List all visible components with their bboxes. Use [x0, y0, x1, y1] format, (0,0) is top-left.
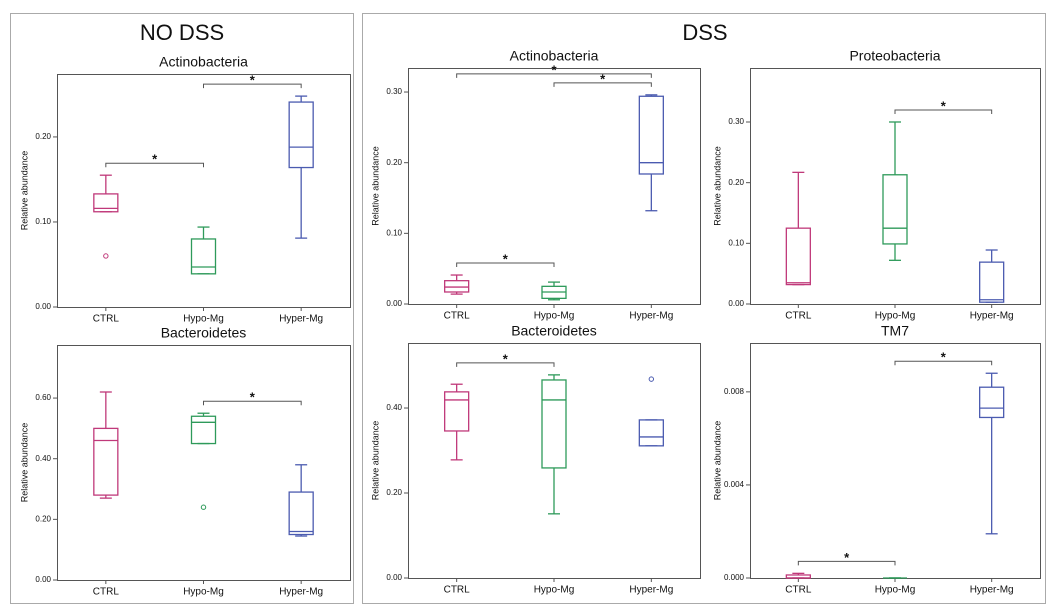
plot-frame	[750, 68, 1041, 305]
box	[444, 391, 470, 432]
box	[638, 419, 664, 447]
x-tick-label: CTRL	[93, 587, 120, 598]
y-tick-label: 0.000	[724, 573, 745, 582]
y-tick-label: 0.00	[35, 302, 51, 311]
plot-frame	[57, 345, 351, 581]
chart-title: TM7	[881, 323, 909, 339]
box	[190, 415, 217, 445]
x-tick-label: Hypo-Mg	[534, 585, 575, 596]
significance-bracket	[105, 162, 204, 168]
significance-label: *	[551, 62, 557, 77]
y-axis-label: Relative abundance	[370, 421, 380, 501]
significance-bracket	[894, 109, 993, 114]
significance-label: *	[941, 98, 947, 113]
panel-title: NO DSS	[140, 20, 224, 45]
significance-bracket	[203, 83, 302, 89]
x-tick-label: Hypo-Mg	[183, 314, 224, 325]
x-tick-label: Hyper-Mg	[970, 311, 1014, 322]
box	[288, 491, 314, 536]
x-tick-label: Hypo-Mg	[183, 587, 224, 598]
box	[638, 95, 664, 175]
y-axis-label: Relative abundance	[712, 146, 722, 226]
chart-title: Actinobacteria	[510, 48, 599, 64]
y-tick-label: 0.00	[35, 575, 51, 584]
significance-label: *	[941, 350, 947, 365]
significance-bracket	[456, 73, 652, 78]
y-tick-label: 0.00	[386, 573, 402, 582]
chart-title: Actinobacteria	[159, 54, 248, 70]
y-axis-label: Relative abundance	[712, 421, 722, 501]
significance-bracket	[456, 362, 555, 367]
box	[785, 227, 811, 286]
chart-title: Bacteroidetes	[161, 325, 247, 341]
y-tick-label: 0.30	[386, 87, 402, 96]
y-tick-label: 0.004	[724, 480, 745, 489]
box	[288, 101, 314, 169]
y-tick-label: 0.40	[35, 454, 51, 463]
y-tick-label: 0.20	[35, 514, 51, 523]
box	[93, 193, 119, 213]
significance-label: *	[503, 351, 509, 366]
significance-bracket	[456, 262, 555, 268]
x-tick-label: Hypo-Mg	[875, 585, 916, 596]
box	[541, 379, 567, 469]
significance-bracket	[894, 360, 993, 366]
x-tick-label: CTRL	[444, 311, 471, 322]
x-tick-label: Hyper-Mg	[279, 314, 323, 325]
x-tick-label: CTRL	[785, 311, 812, 322]
x-tick-label: Hypo-Mg	[875, 311, 916, 322]
box	[882, 174, 908, 245]
significance-label: *	[600, 71, 606, 86]
significance-bracket	[797, 560, 896, 566]
y-axis-label: Relative abundance	[370, 146, 380, 226]
y-tick-label: 0.20	[35, 132, 51, 141]
box	[190, 238, 217, 275]
y-axis-label: Relative abundance	[19, 423, 29, 503]
x-tick-label: CTRL	[785, 585, 812, 596]
y-tick-label: 0.60	[35, 393, 51, 402]
significance-label: *	[250, 390, 256, 405]
chart-title: Bacteroidetes	[511, 323, 597, 339]
significance-label: *	[250, 73, 256, 88]
y-tick-label: 0.00	[728, 299, 744, 308]
y-tick-label: 0.20	[386, 158, 402, 167]
plot-frame	[57, 74, 351, 308]
box	[93, 427, 119, 496]
significance-label: *	[844, 550, 850, 565]
outlier	[648, 376, 655, 382]
plot-frame	[750, 343, 1041, 579]
box	[979, 386, 1005, 419]
outlier	[200, 504, 207, 510]
x-tick-label: Hyper-Mg	[279, 587, 323, 598]
y-tick-label: 0.008	[724, 387, 745, 396]
y-tick-label: 0.10	[386, 228, 402, 237]
box	[979, 261, 1005, 303]
y-tick-label: 0.10	[35, 217, 51, 226]
x-tick-label: CTRL	[444, 585, 471, 596]
panel-title: DSS	[682, 20, 727, 45]
plot-frame	[408, 68, 701, 305]
y-tick-label: 0.10	[728, 238, 744, 247]
x-tick-label: Hypo-Mg	[534, 311, 575, 322]
chart-title: Proteobacteria	[849, 48, 940, 64]
x-tick-label: Hyper-Mg	[629, 585, 673, 596]
significance-label: *	[503, 251, 509, 266]
y-tick-label: 0.20	[386, 488, 402, 497]
box	[444, 280, 470, 293]
y-tick-label: 0.40	[386, 403, 402, 412]
x-tick-label: Hyper-Mg	[629, 311, 673, 322]
y-tick-label: 0.30	[728, 117, 744, 126]
x-tick-label: CTRL	[93, 314, 120, 325]
outlier	[103, 253, 109, 259]
y-tick-label: 0.00	[386, 299, 402, 308]
y-tick-label: 0.20	[728, 178, 744, 187]
y-axis-label: Relative abundance	[19, 151, 29, 231]
x-tick-label: Hyper-Mg	[970, 585, 1014, 596]
significance-label: *	[152, 152, 158, 167]
significance-bracket	[203, 400, 302, 406]
significance-bracket	[553, 82, 652, 87]
